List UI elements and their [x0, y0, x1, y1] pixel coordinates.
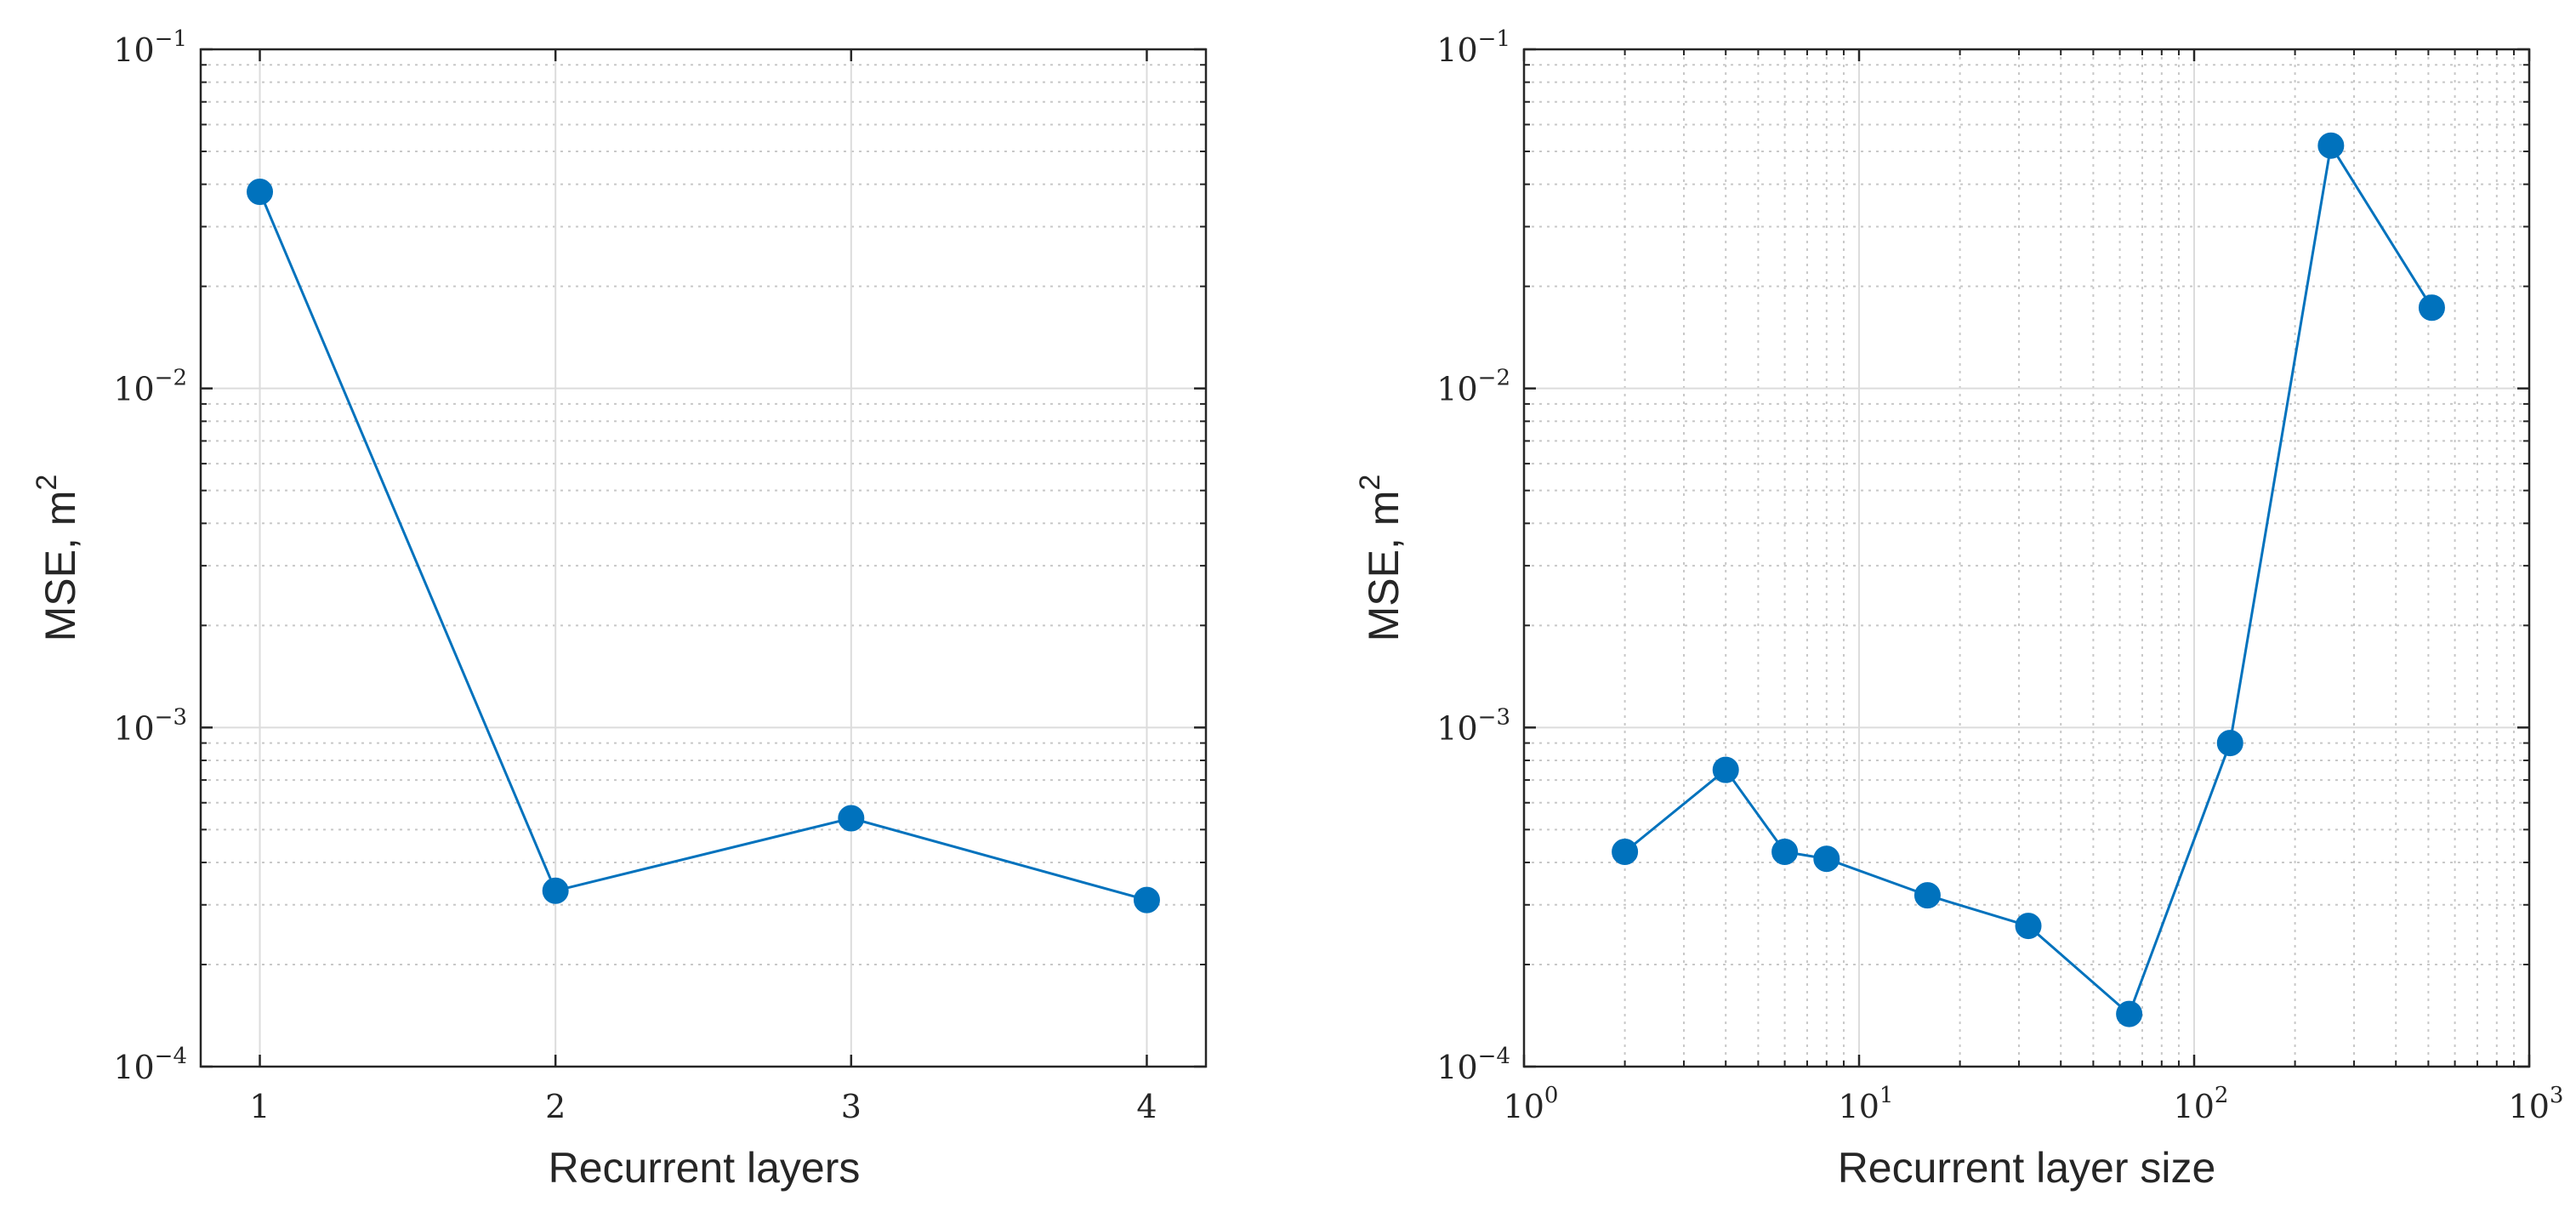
- plot-area: [201, 49, 1206, 1067]
- axes-frame: [199, 48, 1208, 1068]
- y-tick-label: 10−4: [113, 1044, 187, 1086]
- y-tick-label: 10−3: [113, 704, 187, 747]
- y-tick-label: 10−2: [1436, 366, 1510, 408]
- chart-1: 10−4 10−3 10−2 10−1 1 2 3 4 Recurrent layers MSE,…: [31, 26, 1208, 1192]
- data-point: [2317, 132, 2345, 159]
- y-axis-label: MSE, m2: [1354, 475, 1407, 642]
- data-point: [1914, 882, 1941, 909]
- x-tick-label: 4: [1136, 1088, 1157, 1125]
- x-axis-label: Recurrent layer size: [1838, 1144, 2216, 1192]
- x-tick-label: 101: [1839, 1083, 1894, 1125]
- data-point: [1133, 886, 1160, 914]
- x-tick-label: 103: [2509, 1083, 2564, 1125]
- y-tick-label: 10−2: [113, 366, 187, 408]
- chart-2: 10−4 10−3 10−2 10−1 100 101 102 103 Recurrent la…: [1354, 26, 2563, 1192]
- tick-marks: [201, 48, 1206, 1068]
- x-tick-label: 3: [841, 1088, 862, 1125]
- data-point: [1771, 838, 1799, 865]
- data-point: [2015, 913, 2042, 940]
- data-point: [542, 877, 569, 904]
- series-1: [247, 179, 1160, 914]
- grid: [1523, 48, 2530, 1067]
- x-axis-label: Recurrent layers: [549, 1144, 861, 1192]
- data-point: [2116, 1000, 2143, 1027]
- data-point: [1813, 845, 1840, 873]
- x-tick-label: 1: [249, 1088, 270, 1125]
- data-point: [247, 179, 274, 206]
- x-tick-label: 2: [545, 1088, 566, 1125]
- tick-marks: [1522, 48, 2531, 1068]
- data-point: [2216, 730, 2243, 757]
- axes-frame: [1522, 48, 2531, 1068]
- series-line: [1624, 142, 2433, 1016]
- x-tick-label: 100: [1504, 1083, 1559, 1125]
- x-tick-label: 102: [2174, 1083, 2229, 1125]
- y-tick-label: 10−1: [1436, 26, 1510, 69]
- series-line: [259, 191, 1147, 902]
- y-tick-label: 10−4: [1436, 1044, 1510, 1086]
- data-point: [2418, 294, 2445, 322]
- data-point: [1712, 756, 1739, 783]
- data-point: [838, 805, 865, 832]
- y-tick-label: 10−1: [113, 26, 187, 69]
- series-1: [1612, 132, 2445, 1027]
- y-tick-label: 10−3: [1436, 704, 1510, 747]
- plot-area: [1524, 49, 2529, 1067]
- y-axis-label: MSE, m2: [31, 475, 84, 642]
- data-point: [1612, 838, 1639, 865]
